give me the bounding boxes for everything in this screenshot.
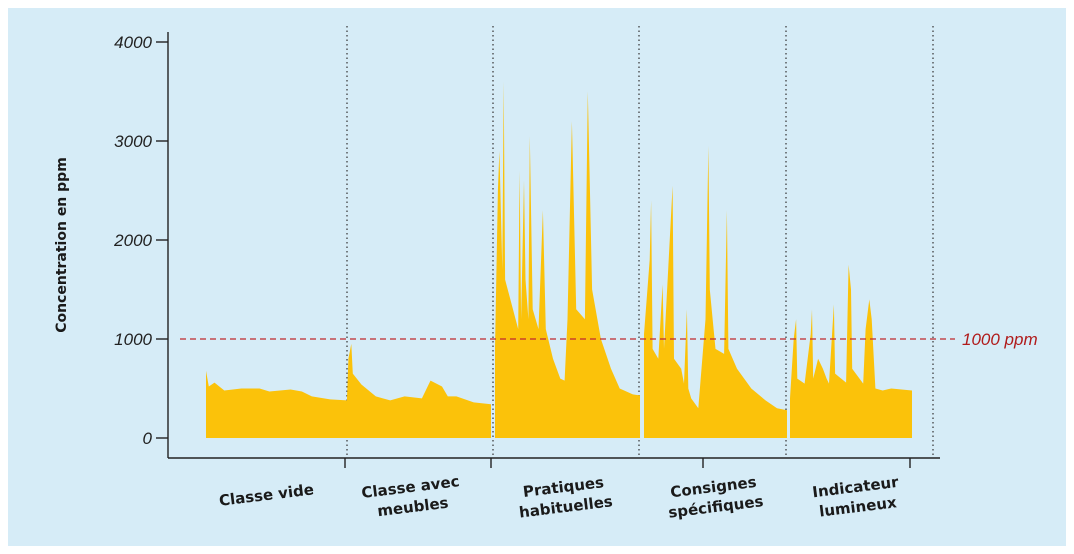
category-label: Classe avecmeubles <box>360 472 462 522</box>
category-label: Consignesspécifiques <box>665 472 764 521</box>
threshold-label: 1000 ppm <box>962 330 1038 349</box>
phase-separators <box>346 26 934 458</box>
y-tick-label: 0 <box>143 429 153 448</box>
y-tick-label: 2000 <box>113 231 152 250</box>
y-tick-labels: 0 1000 2000 3000 4000 <box>113 33 152 448</box>
y-tick-label: 3000 <box>114 132 152 151</box>
area-4 <box>644 145 787 438</box>
y-tick-label: 1000 <box>114 330 152 349</box>
category-label: Pratiqueshabituelles <box>516 472 614 521</box>
category-label: Classe vide <box>218 480 315 509</box>
axes <box>156 32 940 468</box>
area-5 <box>790 264 912 438</box>
area-3 <box>495 81 640 438</box>
category-label: Indicateurlumineux <box>811 473 902 521</box>
x-category-labels: Classe vide Classe avecmeubles Pratiquesha… <box>218 472 902 522</box>
y-tick-label: 4000 <box>114 33 152 52</box>
concentration-areas <box>206 81 912 438</box>
threshold-group: 1000 ppm <box>180 330 1038 349</box>
y-axis-label: Concentration en ppm <box>54 157 70 333</box>
chart-panel <box>8 8 1066 546</box>
area-2 <box>347 343 491 438</box>
area-1 <box>206 370 347 438</box>
category-label-line: Classe vide <box>218 480 315 509</box>
